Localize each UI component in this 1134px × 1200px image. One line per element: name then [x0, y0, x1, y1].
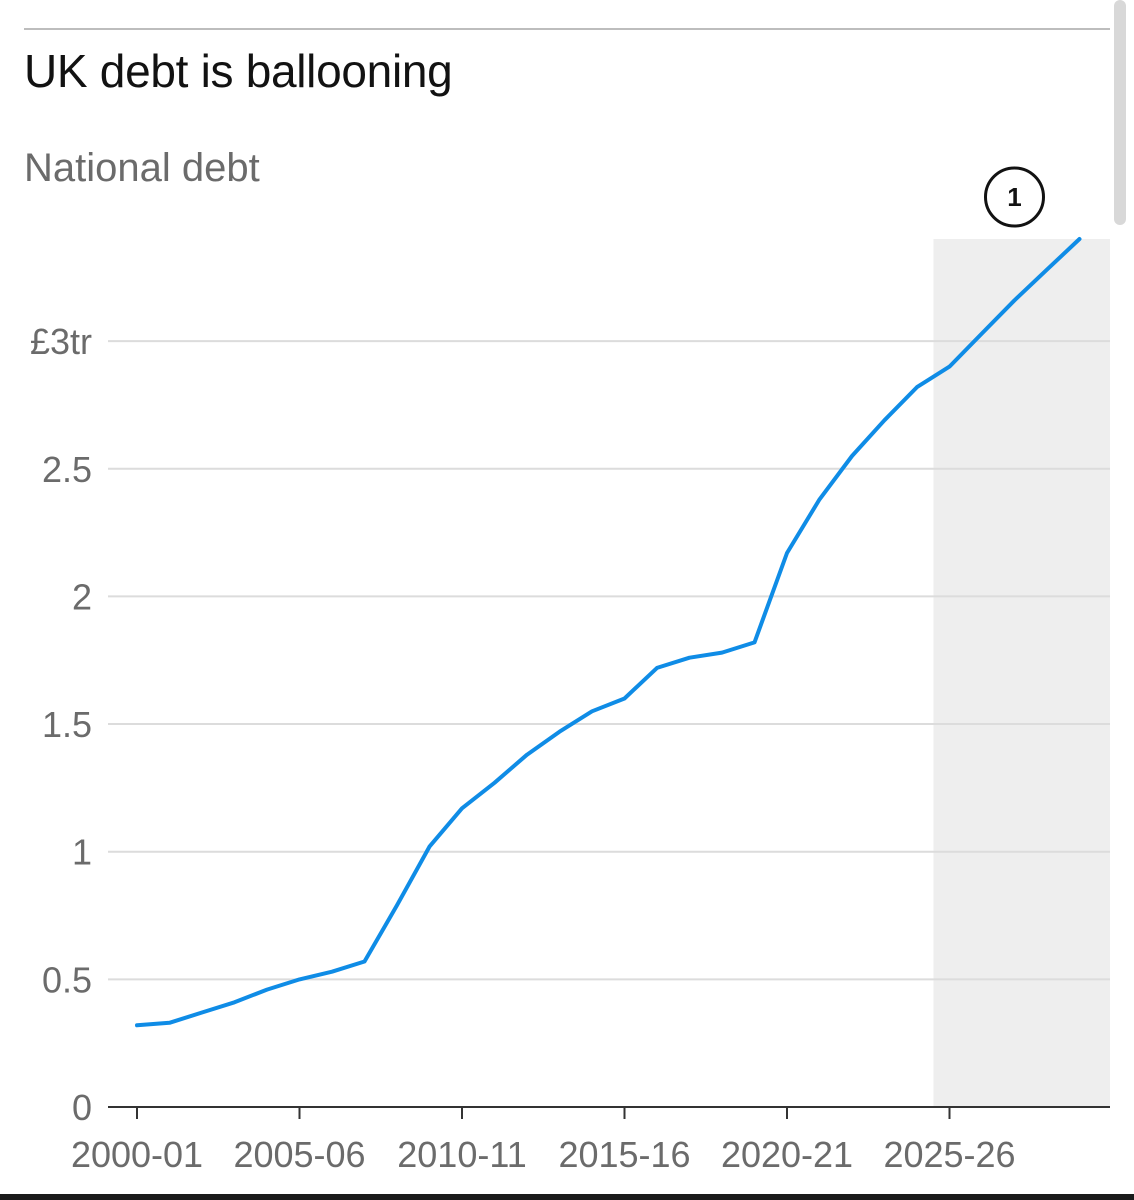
x-tick-label: 2010-11	[397, 1134, 526, 1175]
x-tick-label: 2000-01	[71, 1134, 203, 1175]
annotation-layer: 1	[984, 166, 1045, 228]
y-tick-label: 2	[72, 576, 92, 617]
x-tick-label: 2020-21	[721, 1134, 853, 1175]
series-line-national-debt	[135, 237, 1082, 1028]
annotation-number: 1	[1007, 182, 1021, 212]
annotation-circle	[984, 166, 1045, 228]
y-tick-label: 1	[72, 832, 92, 873]
x-tick-label: 2025-26	[883, 1134, 1015, 1175]
y-tick-label: 2.5	[42, 449, 92, 490]
series-layer	[135, 237, 1082, 1028]
chart-subtitle: National debt	[24, 146, 260, 190]
forecast-shading	[933, 238, 1110, 1108]
y-tick-label: £3tr	[30, 321, 92, 362]
chart-title: UK debt is ballooning	[24, 45, 453, 97]
top-divider	[24, 28, 1110, 30]
y-tick-label: 1.5	[42, 704, 92, 745]
x-axis: 2000-01 2005-06 2010-11 2015-16 2020-21 2025-…	[71, 1106, 1110, 1175]
scrollbar-thumb[interactable]	[1114, 0, 1126, 225]
y-axis: 0 0.5 1 1.5 2 2.5 £3tr	[30, 321, 92, 1128]
x-tick-label: 2015-16	[558, 1134, 690, 1175]
bottom-divider	[0, 1194, 1134, 1200]
forecast-shading-layer	[933, 238, 1110, 1108]
x-tick-label: 2005-06	[233, 1134, 365, 1175]
y-tick-label: 0	[72, 1087, 92, 1128]
y-tick-label: 0.5	[42, 959, 92, 1000]
gridlines	[108, 340, 1110, 981]
